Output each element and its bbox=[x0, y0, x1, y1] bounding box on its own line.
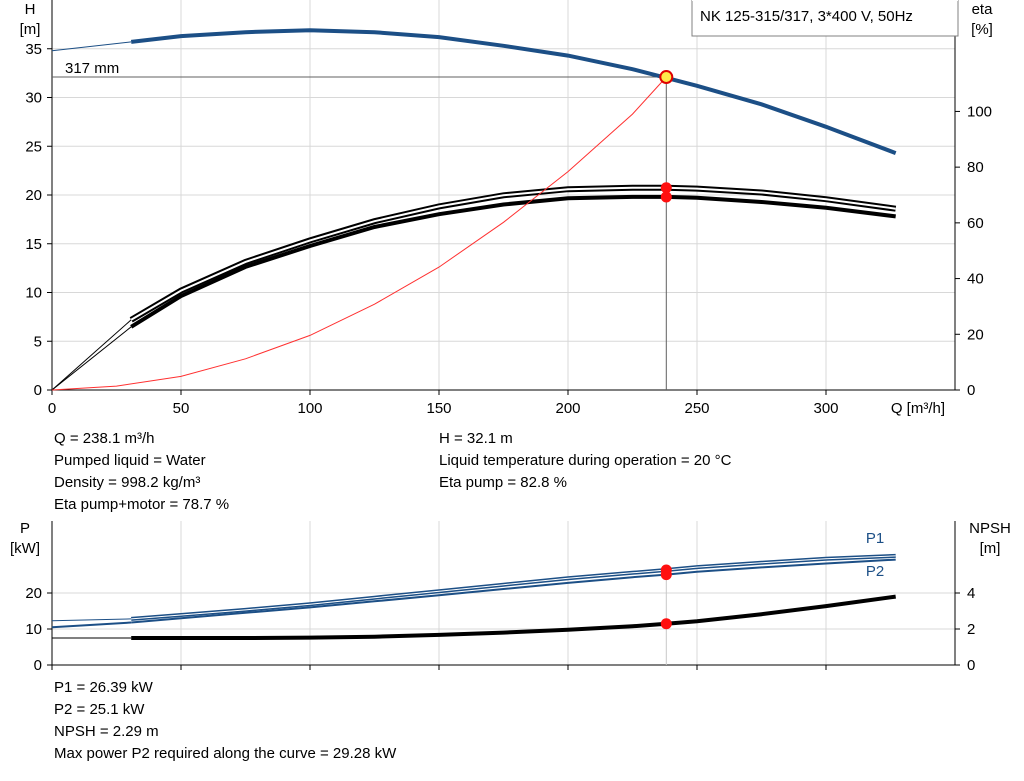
x-tick-label: 250 bbox=[684, 400, 709, 417]
P2-curve bbox=[51, 621, 132, 629]
chart-title: NK 125-315/317, 3*400 V, 50Hz bbox=[700, 8, 913, 25]
eta_total-curve bbox=[51, 326, 132, 391]
y2-tick-label: 2 bbox=[967, 621, 975, 638]
eta-operating-marker bbox=[660, 191, 672, 203]
x-tick-label: 300 bbox=[813, 400, 838, 417]
x-tick-label: 200 bbox=[555, 400, 580, 417]
operating-marker bbox=[660, 618, 672, 630]
y-tick-label: 20 bbox=[25, 585, 42, 602]
eta_total-curve bbox=[130, 194, 896, 329]
info-liquid: Pumped liquid = Water bbox=[54, 452, 206, 469]
y-tick-label: 10 bbox=[25, 285, 42, 302]
y-axis-label: [kW] bbox=[10, 540, 40, 557]
title-box: NK 125-315/317, 3*400 V, 50Hz bbox=[691, 0, 959, 37]
y2-axis-label: NPSH bbox=[969, 520, 1011, 537]
operating-marker bbox=[660, 569, 672, 581]
eta_pump-curve-inner bbox=[130, 186, 896, 321]
y2-tick-label: 40 bbox=[967, 271, 984, 288]
x-tick-label: 100 bbox=[297, 400, 322, 417]
x-tick-label: 0 bbox=[48, 400, 56, 417]
info-p1: P1 = 26.39 kW bbox=[54, 679, 153, 696]
eta_pump-curve bbox=[129, 184, 897, 323]
y-tick-label: 10 bbox=[25, 621, 42, 638]
y2-axis-label: [m] bbox=[980, 540, 1001, 557]
head-curve bbox=[51, 41, 132, 52]
impeller-diameter-label: 317 mm bbox=[65, 60, 119, 77]
info-top-right: H = 32.1 m Liquid temperature during ope… bbox=[439, 428, 731, 494]
y-tick-label: 5 bbox=[34, 333, 42, 350]
info-head: H = 32.1 m bbox=[439, 430, 513, 447]
y2-tick-label: 0 bbox=[967, 657, 975, 674]
system-curve bbox=[51, 76, 667, 391]
y-tick-label: 30 bbox=[25, 90, 42, 107]
y-tick-label: 15 bbox=[25, 236, 42, 253]
info-eta-total: Eta pump+motor = 78.7 % bbox=[54, 496, 230, 513]
info-density: Density = 998.2 kg/m³ bbox=[54, 474, 201, 491]
x-tick-label: 150 bbox=[426, 400, 451, 417]
y2-tick-label: 20 bbox=[967, 326, 984, 343]
info-flow: Q = 238.1 m³/h bbox=[54, 430, 155, 447]
y-tick-label: 20 bbox=[25, 187, 42, 204]
info-eta-pump: Eta pump = 82.8 % bbox=[439, 474, 567, 491]
y-tick-label: 35 bbox=[25, 41, 42, 58]
y2-tick-label: 0 bbox=[967, 382, 975, 399]
p2-label: P2 bbox=[866, 563, 884, 580]
p1-label: P1 bbox=[866, 530, 884, 547]
y-axis-label: H bbox=[25, 1, 36, 18]
y-tick-label: 25 bbox=[25, 138, 42, 155]
head-efficiency-chart: 0 5 10 15 20 25 30 35 0 20 40 60 80 100 0 50 100 150 200 25… bbox=[20, 0, 994, 417]
info-top-left: Q = 238.1 m³/h Pumped liquid = Water Den… bbox=[54, 428, 229, 516]
info-npsh: NPSH = 2.29 m bbox=[54, 723, 159, 740]
operating-point-marker bbox=[659, 70, 674, 85]
y2-tick-label: 80 bbox=[967, 159, 984, 176]
P1-curve-inner bbox=[131, 555, 896, 620]
head-curve bbox=[130, 28, 897, 155]
info-temperature: Liquid temperature during operation = 20… bbox=[439, 452, 732, 469]
P1-curve bbox=[51, 618, 132, 622]
eta_pump-curve bbox=[51, 319, 132, 391]
power-npsh-chart: 0 10 20 0 2 4 P [kW] NPSH [m] P1 P2 bbox=[10, 520, 1011, 674]
eta-operating-marker bbox=[660, 182, 672, 194]
x-axis-label: Q [m³/h] bbox=[891, 400, 945, 417]
x-tick-label: 50 bbox=[173, 400, 190, 417]
info-max-power: Max power P2 required along the curve = … bbox=[54, 745, 397, 762]
y-axis-label: P bbox=[20, 520, 30, 537]
y2-tick-label: 4 bbox=[967, 585, 975, 602]
npsh-curve bbox=[131, 594, 896, 640]
y2-axis-label: eta bbox=[972, 1, 994, 18]
y2-tick-label: 60 bbox=[967, 215, 984, 232]
y-tick-label: 0 bbox=[34, 382, 42, 399]
info-bottom: P1 = 26.39 kW P2 = 25.1 kW NPSH = 2.29 m… bbox=[54, 677, 396, 765]
y2-axis-label: [%] bbox=[971, 21, 993, 38]
info-p2: P2 = 25.1 kW bbox=[54, 701, 145, 718]
y2-tick-label: 100 bbox=[967, 103, 992, 120]
y-axis-label: [m] bbox=[20, 21, 41, 38]
P2-curve bbox=[131, 558, 896, 624]
y-tick-label: 0 bbox=[34, 657, 42, 674]
